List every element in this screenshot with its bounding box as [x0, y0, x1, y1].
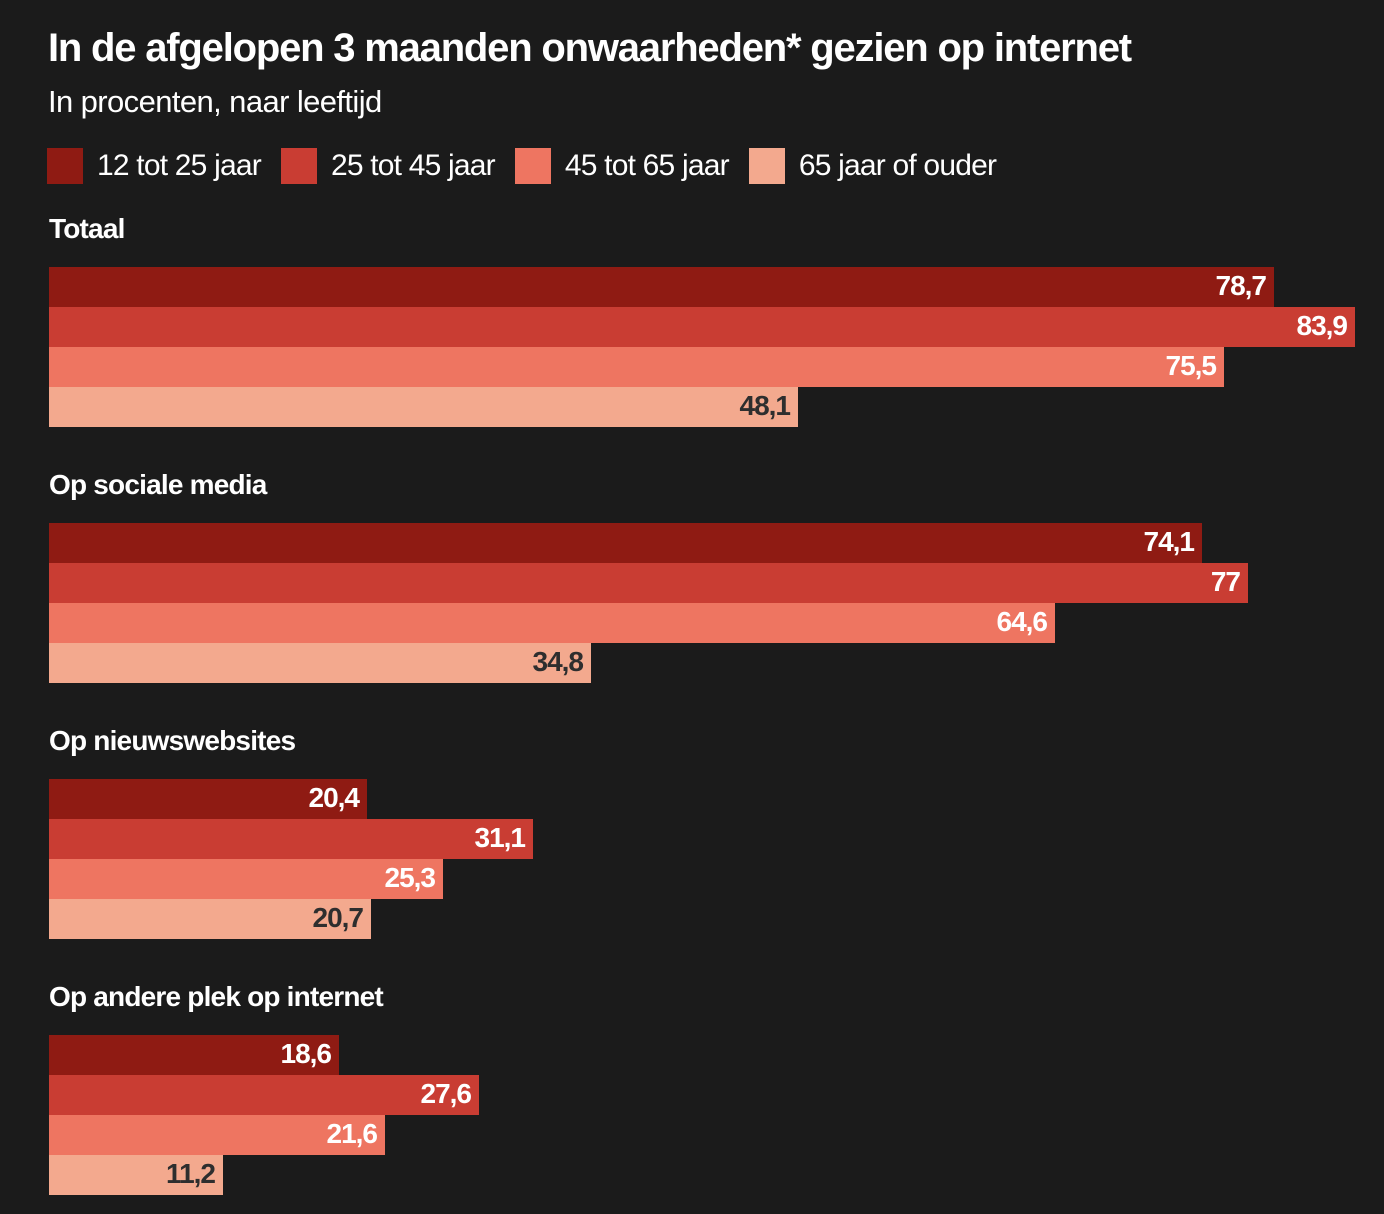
bar-op-sociale-media-65-jaar-of-ouder: 34,8 [49, 643, 591, 683]
legend-label: 65 jaar of ouder [798, 149, 997, 182]
group-title-totaal: Totaal [49, 213, 125, 244]
group-title-op-andere-plek-op-internet: Op andere plek op internet [49, 981, 384, 1012]
bar-value-label: 77 [1210, 566, 1241, 597]
bar-value-label: 78,7 [1215, 270, 1267, 301]
legend-label: 45 tot 65 jaar [564, 149, 730, 182]
chart-subtitle: In procenten, naar leeftijd [48, 84, 382, 119]
bar-value-label: 34,8 [532, 646, 584, 677]
bar-value-label: 31,1 [474, 822, 526, 853]
legend-swatch [280, 148, 317, 184]
bar-op-sociale-media-25-tot-45-jaar: 77 [49, 563, 1248, 603]
bar-op-sociale-media-12-tot-25-jaar: 74,1 [49, 523, 1202, 563]
legend-swatch [748, 148, 785, 184]
bar-op-andere-plek-op-internet-25-tot-45-jaar: 27,6 [49, 1075, 479, 1115]
legend-swatch [47, 148, 83, 184]
group-title-op-sociale-media: Op sociale media [49, 469, 267, 500]
bar-op-nieuwswebsites-25-tot-45-jaar: 31,1 [49, 819, 533, 859]
legend-item-45-65: 45 tot 65 jaar [514, 148, 730, 184]
legend-item-25-45: 25 tot 45 jaar [280, 148, 496, 184]
bar-op-nieuwswebsites-12-tot-25-jaar: 20,4 [49, 779, 367, 819]
bar-value-label: 83,9 [1296, 310, 1348, 341]
group-title-op-nieuwswebsites: Op nieuwswebsites [49, 725, 296, 756]
bar-value-label: 25,3 [384, 862, 436, 893]
bar-value-label: 21,6 [326, 1118, 378, 1149]
bar-value-label: 74,1 [1143, 526, 1195, 557]
bar-value-label: 27,6 [420, 1078, 472, 1109]
bar-totaal-65-jaar-of-ouder: 48,1 [49, 387, 798, 427]
bar-op-sociale-media-45-tot-65-jaar: 64,6 [49, 603, 1055, 643]
bar-totaal-45-tot-65-jaar: 75,5 [49, 347, 1224, 387]
bar-op-andere-plek-op-internet-45-tot-65-jaar: 21,6 [49, 1115, 385, 1155]
bar-value-label: 48,1 [739, 390, 791, 421]
bar-op-nieuwswebsites-65-jaar-of-ouder: 20,7 [49, 899, 371, 939]
legend-swatch [514, 148, 551, 184]
bar-op-nieuwswebsites-45-tot-65-jaar: 25,3 [49, 859, 443, 899]
bar-value-label: 18,6 [280, 1038, 332, 1069]
bar-totaal-25-tot-45-jaar: 83,9 [49, 307, 1355, 347]
bar-op-andere-plek-op-internet-12-tot-25-jaar: 18,6 [49, 1035, 339, 1075]
bar-value-label: 75,5 [1165, 350, 1217, 381]
bar-value-label: 11,2 [166, 1158, 216, 1189]
bar-op-andere-plek-op-internet-65-jaar-of-ouder: 11,2 [49, 1155, 223, 1195]
legend-item-65-plus: 65 jaar of ouder [748, 148, 997, 184]
bar-value-label: 20,4 [308, 782, 360, 813]
legend-label: 25 tot 45 jaar [330, 149, 496, 182]
bar-totaal-12-tot-25-jaar: 78,7 [49, 267, 1274, 307]
chart-title: In de afgelopen 3 maanden onwaarheden* g… [48, 26, 1132, 70]
legend-item-12-25: 12 tot 25 jaar [47, 148, 262, 184]
bar-value-label: 64,6 [996, 606, 1048, 637]
bar-value-label: 20,7 [312, 902, 364, 933]
legend: 12 tot 25 jaar 25 tot 45 jaar 45 tot 65 … [47, 148, 1016, 184]
legend-label: 12 tot 25 jaar [97, 149, 262, 182]
